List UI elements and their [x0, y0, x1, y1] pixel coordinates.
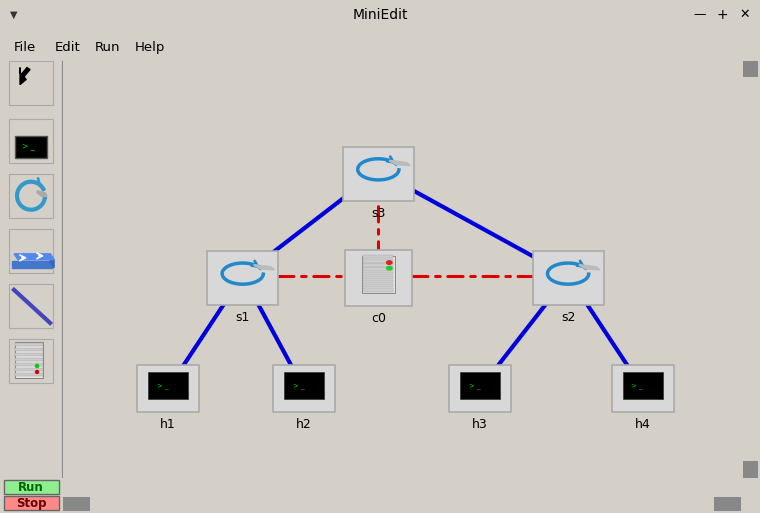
Bar [9, 284, 53, 328]
FancyBboxPatch shape [533, 251, 603, 305]
Bar [15, 353, 43, 356]
Bar [15, 373, 43, 376]
Text: > _: > _ [469, 383, 480, 389]
Bar [743, 461, 758, 478]
Text: > _: > _ [632, 383, 643, 389]
Text: > _: > _ [157, 383, 169, 389]
Circle shape [387, 266, 392, 270]
Bar [363, 288, 394, 291]
Bar [714, 497, 741, 511]
Bar [460, 372, 500, 399]
Circle shape [36, 364, 39, 367]
Text: s3: s3 [371, 207, 385, 220]
Bar [15, 135, 47, 157]
Polygon shape [20, 68, 30, 85]
Bar [363, 259, 394, 263]
Text: > _: > _ [22, 142, 34, 151]
FancyBboxPatch shape [343, 147, 414, 201]
Text: —: — [694, 8, 706, 22]
Circle shape [36, 370, 39, 373]
Text: ✕: ✕ [739, 8, 750, 22]
Polygon shape [50, 254, 54, 268]
Bar [15, 343, 43, 346]
FancyBboxPatch shape [345, 250, 411, 306]
FancyBboxPatch shape [449, 365, 511, 412]
Text: h1: h1 [160, 418, 176, 431]
Bar [4, 496, 59, 510]
Bar [15, 363, 43, 366]
Bar [363, 276, 394, 279]
Polygon shape [37, 191, 47, 196]
Text: Help: Help [135, 41, 166, 54]
Bar [362, 256, 394, 293]
Text: +: + [716, 8, 728, 22]
Bar [9, 61, 53, 105]
Bar [363, 284, 394, 287]
Bar [622, 372, 663, 399]
Text: Stop: Stop [16, 497, 46, 509]
Bar [15, 348, 43, 351]
Text: c0: c0 [371, 312, 386, 325]
Polygon shape [14, 254, 54, 260]
Bar [9, 174, 53, 218]
Bar [743, 61, 758, 77]
Polygon shape [254, 265, 274, 270]
Bar [9, 119, 53, 163]
Bar [9, 229, 53, 273]
Bar [15, 358, 43, 361]
Polygon shape [579, 265, 600, 270]
Text: > _: > _ [293, 383, 304, 389]
Bar [363, 280, 394, 283]
Text: Edit: Edit [55, 41, 81, 54]
Bar [363, 263, 394, 267]
Text: MiniEdit: MiniEdit [352, 8, 408, 22]
Text: Run: Run [95, 41, 121, 54]
Circle shape [387, 261, 392, 264]
Text: s2: s2 [561, 311, 575, 324]
Text: File: File [14, 41, 36, 54]
Bar [363, 255, 394, 259]
Polygon shape [390, 161, 410, 166]
Bar [363, 271, 394, 275]
Polygon shape [12, 261, 52, 268]
Bar [363, 267, 394, 271]
Text: h4: h4 [635, 418, 651, 431]
Text: h3: h3 [472, 418, 488, 431]
FancyBboxPatch shape [137, 365, 199, 412]
Bar [283, 372, 324, 399]
Text: Run: Run [18, 481, 44, 494]
FancyBboxPatch shape [273, 365, 335, 412]
FancyBboxPatch shape [612, 365, 674, 412]
Bar [15, 342, 43, 378]
Text: s1: s1 [236, 311, 250, 324]
Bar [15, 368, 43, 371]
Text: ▼: ▼ [10, 10, 17, 20]
Bar [9, 339, 53, 383]
Text: h2: h2 [296, 418, 312, 431]
Bar [148, 372, 188, 399]
Bar [4, 480, 59, 494]
Bar [63, 497, 90, 511]
FancyBboxPatch shape [207, 251, 278, 305]
